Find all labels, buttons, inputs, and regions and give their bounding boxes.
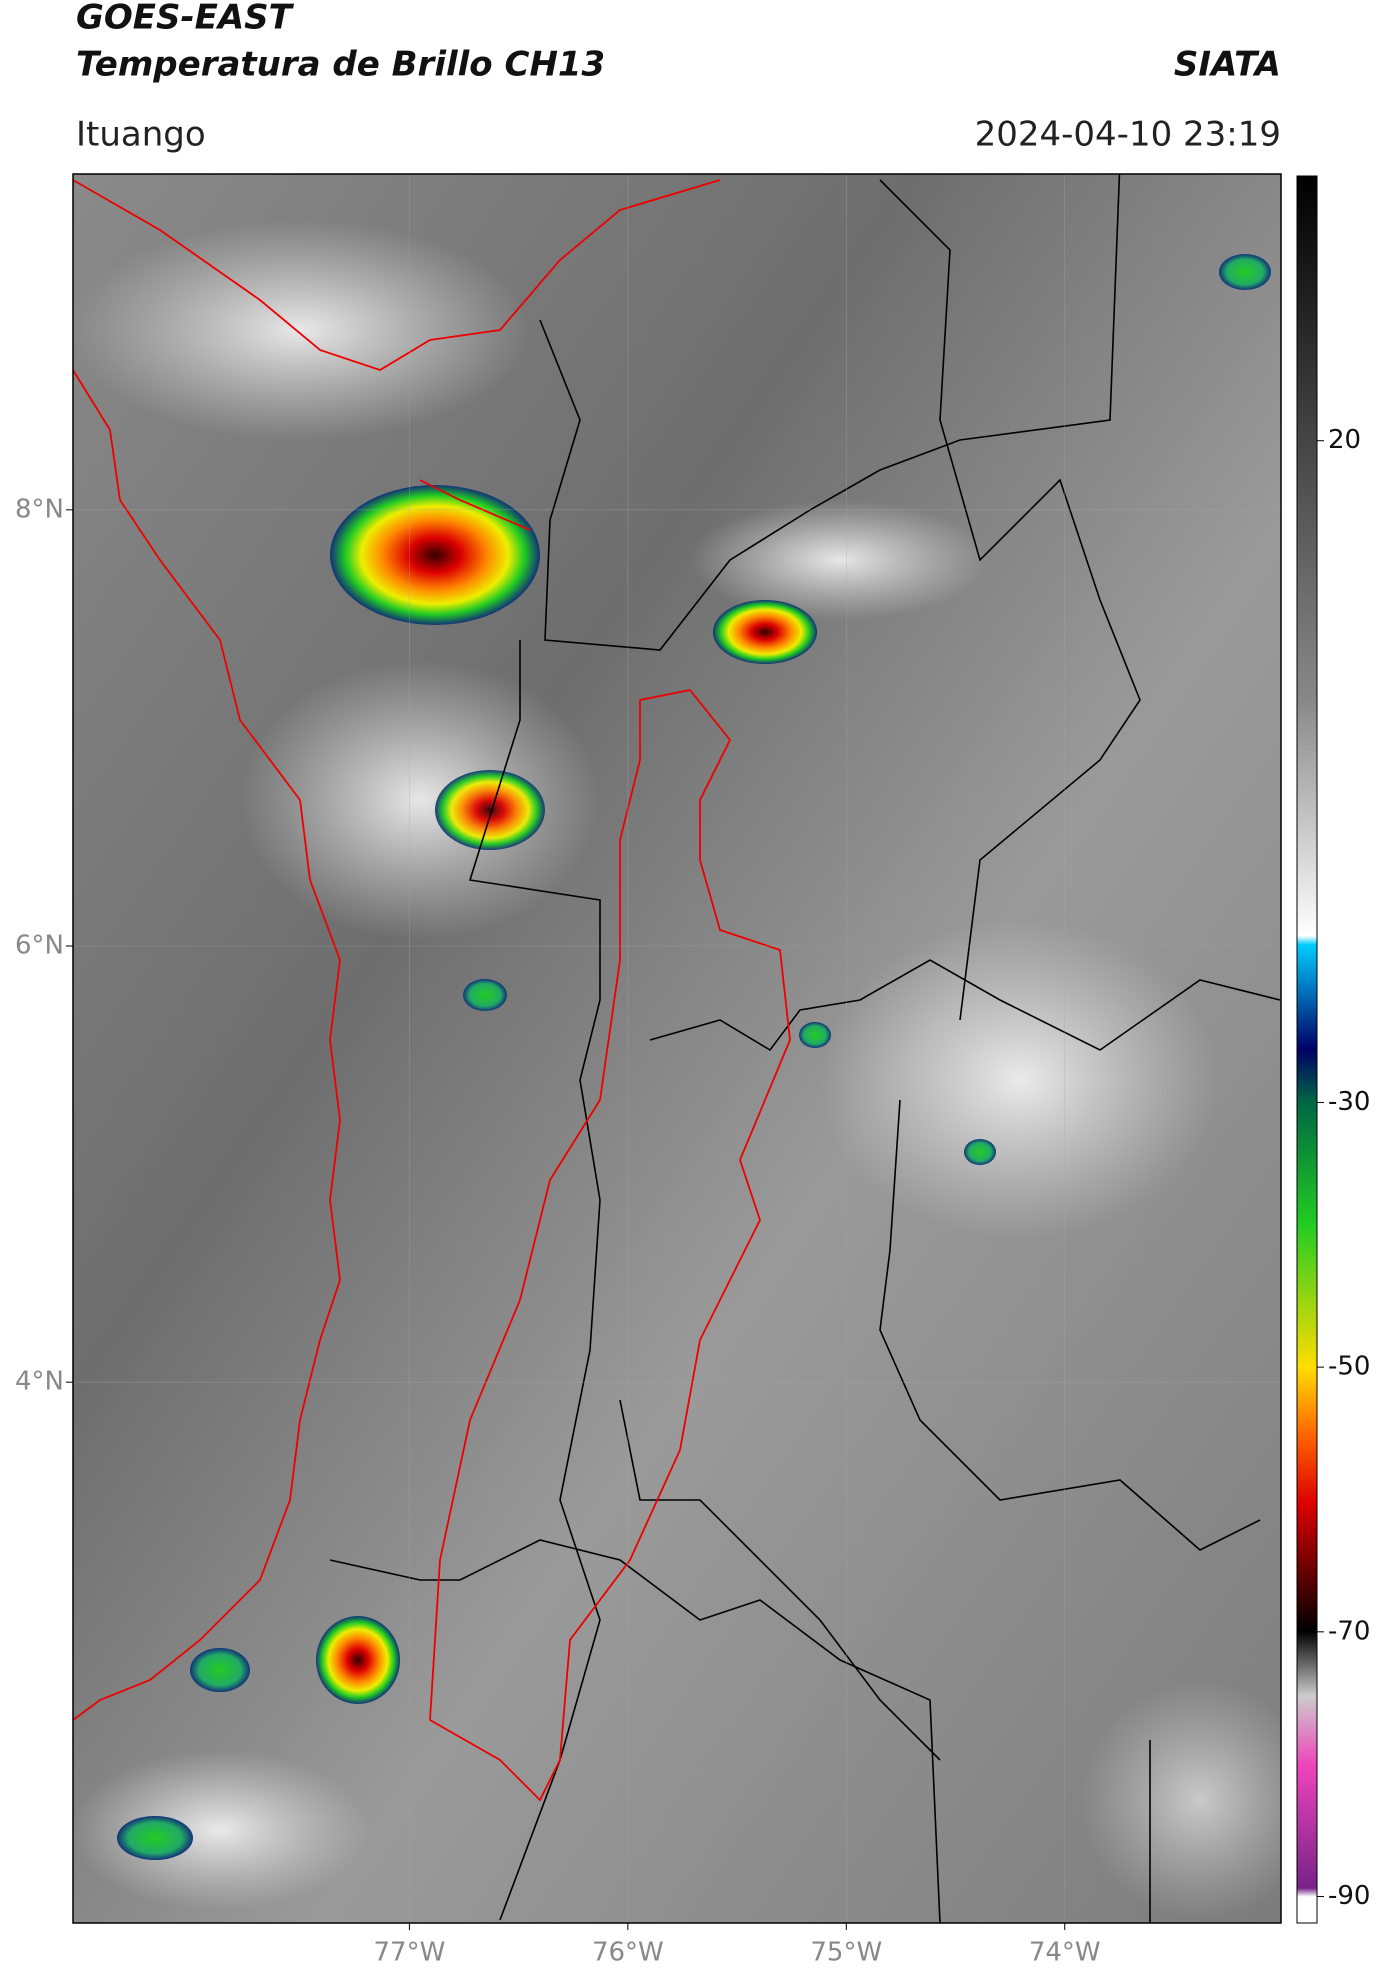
colorbar-tick-label: -30 [1328, 1087, 1370, 1117]
map-frame [72, 173, 1282, 1924]
lat-tick-label: 4°N [15, 1367, 64, 1397]
lon-tick-label: 75°W [810, 1938, 882, 1968]
graticule [73, 174, 1281, 1923]
datetime: 2024-04-10 23:19 [975, 115, 1281, 155]
colorbar-tick-label: -90 [1328, 1881, 1370, 1911]
colorbar-tick-label: -50 [1328, 1352, 1370, 1382]
colorbar-tick-label: -70 [1328, 1616, 1370, 1646]
colorbar [1296, 175, 1318, 1924]
location: Ituango [76, 115, 206, 155]
lon-tick-label: 74°W [1029, 1938, 1101, 1968]
lon-tick-label: 76°W [592, 1938, 664, 1968]
lat-tick-label: 8°N [15, 494, 64, 524]
map-image [73, 174, 1281, 1923]
subtitle: Temperatura de Brillo CH13 [76, 45, 605, 85]
title: GOES-EAST [76, 0, 295, 38]
colorbar-tick-label: 20 [1328, 425, 1361, 455]
organization: SIATA [1174, 45, 1281, 85]
lat-tick-label: 6°N [15, 931, 64, 961]
lon-tick-label: 77°W [374, 1938, 446, 1968]
